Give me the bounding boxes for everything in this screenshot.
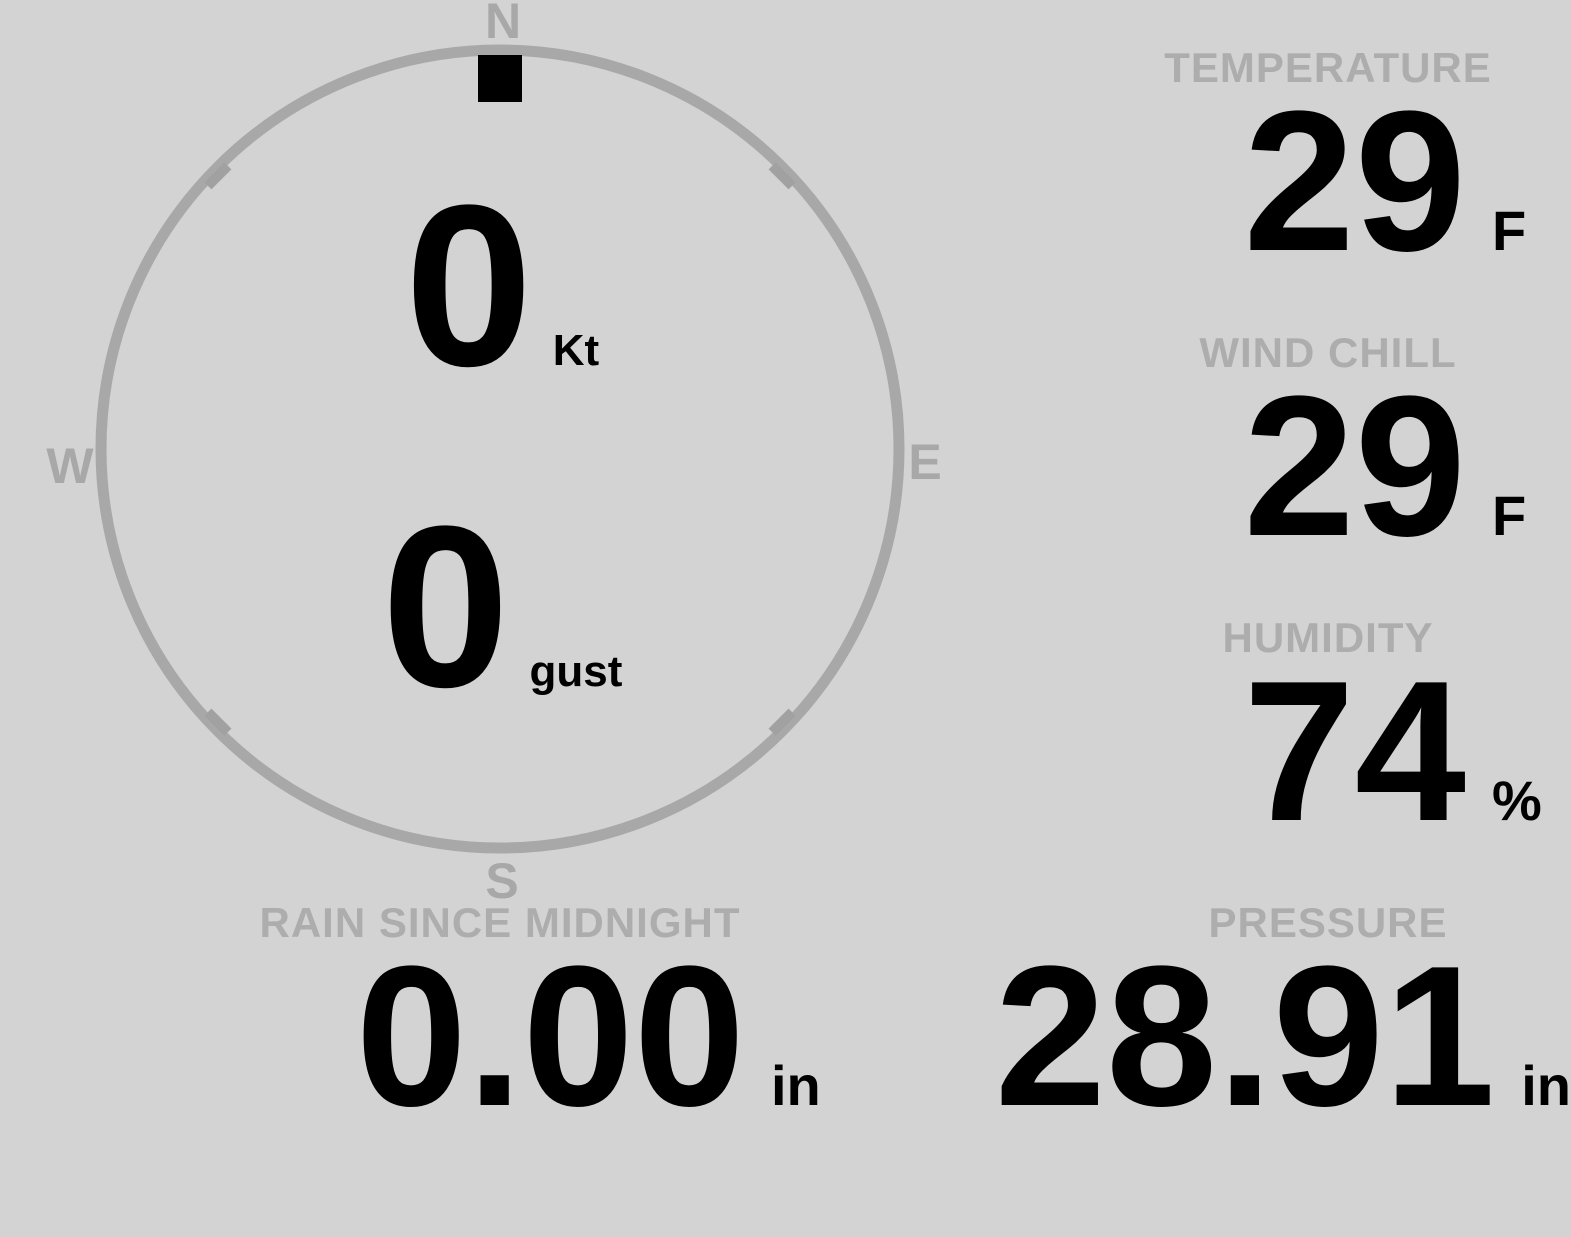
temperature-unit: F <box>1492 199 1527 262</box>
humidity-unit: % <box>1492 769 1542 832</box>
compass-label-west: W <box>46 438 94 494</box>
wind-chill-label: WIND CHILL <box>1199 329 1457 376</box>
wind-chill-value: 29 <box>1243 355 1466 578</box>
compass-ticks <box>204 162 796 736</box>
compass-label-south: S <box>485 853 519 909</box>
wind-gust-readout: 0 gust <box>382 492 623 722</box>
compass-circle <box>95 44 905 854</box>
wind-direction-marker-icon <box>478 55 522 102</box>
wind-chill-unit: F <box>1492 484 1527 547</box>
compass-tick-sw <box>204 708 232 736</box>
compass-label-east: E <box>908 434 942 490</box>
rain-label: RAIN SINCE MIDNIGHT <box>259 899 741 946</box>
wind-speed-unit: Kt <box>552 326 600 375</box>
temperature-readout: 29 F <box>1085 82 1571 282</box>
rain-value: 0.00 <box>355 925 745 1148</box>
pressure-readout: 28.91 in <box>995 937 1571 1137</box>
temperature-label: TEMPERATURE <box>1164 44 1492 91</box>
compass-tick-ne <box>768 162 796 190</box>
wind-speed-readout: 0 Kt <box>405 171 599 401</box>
wind-speed-value: 0 <box>404 157 533 414</box>
humidity-value: 74 <box>1243 640 1466 863</box>
pressure-label: PRESSURE <box>1208 899 1448 946</box>
compass-tick-se <box>768 708 796 736</box>
humidity-label: HUMIDITY <box>1222 614 1434 661</box>
compass-dial <box>95 44 905 854</box>
compass-label-north: N <box>484 0 522 49</box>
pressure-unit: in <box>1521 1054 1571 1117</box>
metric-pressure: PRESSURE 28.91 in <box>995 899 1571 1137</box>
pressure-value: 28.91 <box>994 925 1496 1148</box>
rain-unit: in <box>771 1054 821 1117</box>
metric-rain-since-midnight: RAIN SINCE MIDNIGHT 0.00 in <box>150 899 850 1137</box>
compass-tick-nw <box>204 162 232 190</box>
wind-compass: N E S W 0 Kt 0 gust <box>0 0 1010 930</box>
wind-gust-unit: gust <box>529 647 623 696</box>
metric-humidity: HUMIDITY 74 % <box>1085 614 1571 852</box>
humidity-readout: 74 % <box>1085 652 1571 852</box>
metric-wind-chill: WIND CHILL 29 F <box>1085 329 1571 567</box>
metric-temperature: TEMPERATURE 29 F <box>1085 44 1571 282</box>
rain-readout: 0.00 in <box>150 937 850 1137</box>
temperature-value: 29 <box>1243 70 1466 293</box>
wind-chill-readout: 29 F <box>1085 367 1571 567</box>
wind-gust-value: 0 <box>381 478 510 735</box>
